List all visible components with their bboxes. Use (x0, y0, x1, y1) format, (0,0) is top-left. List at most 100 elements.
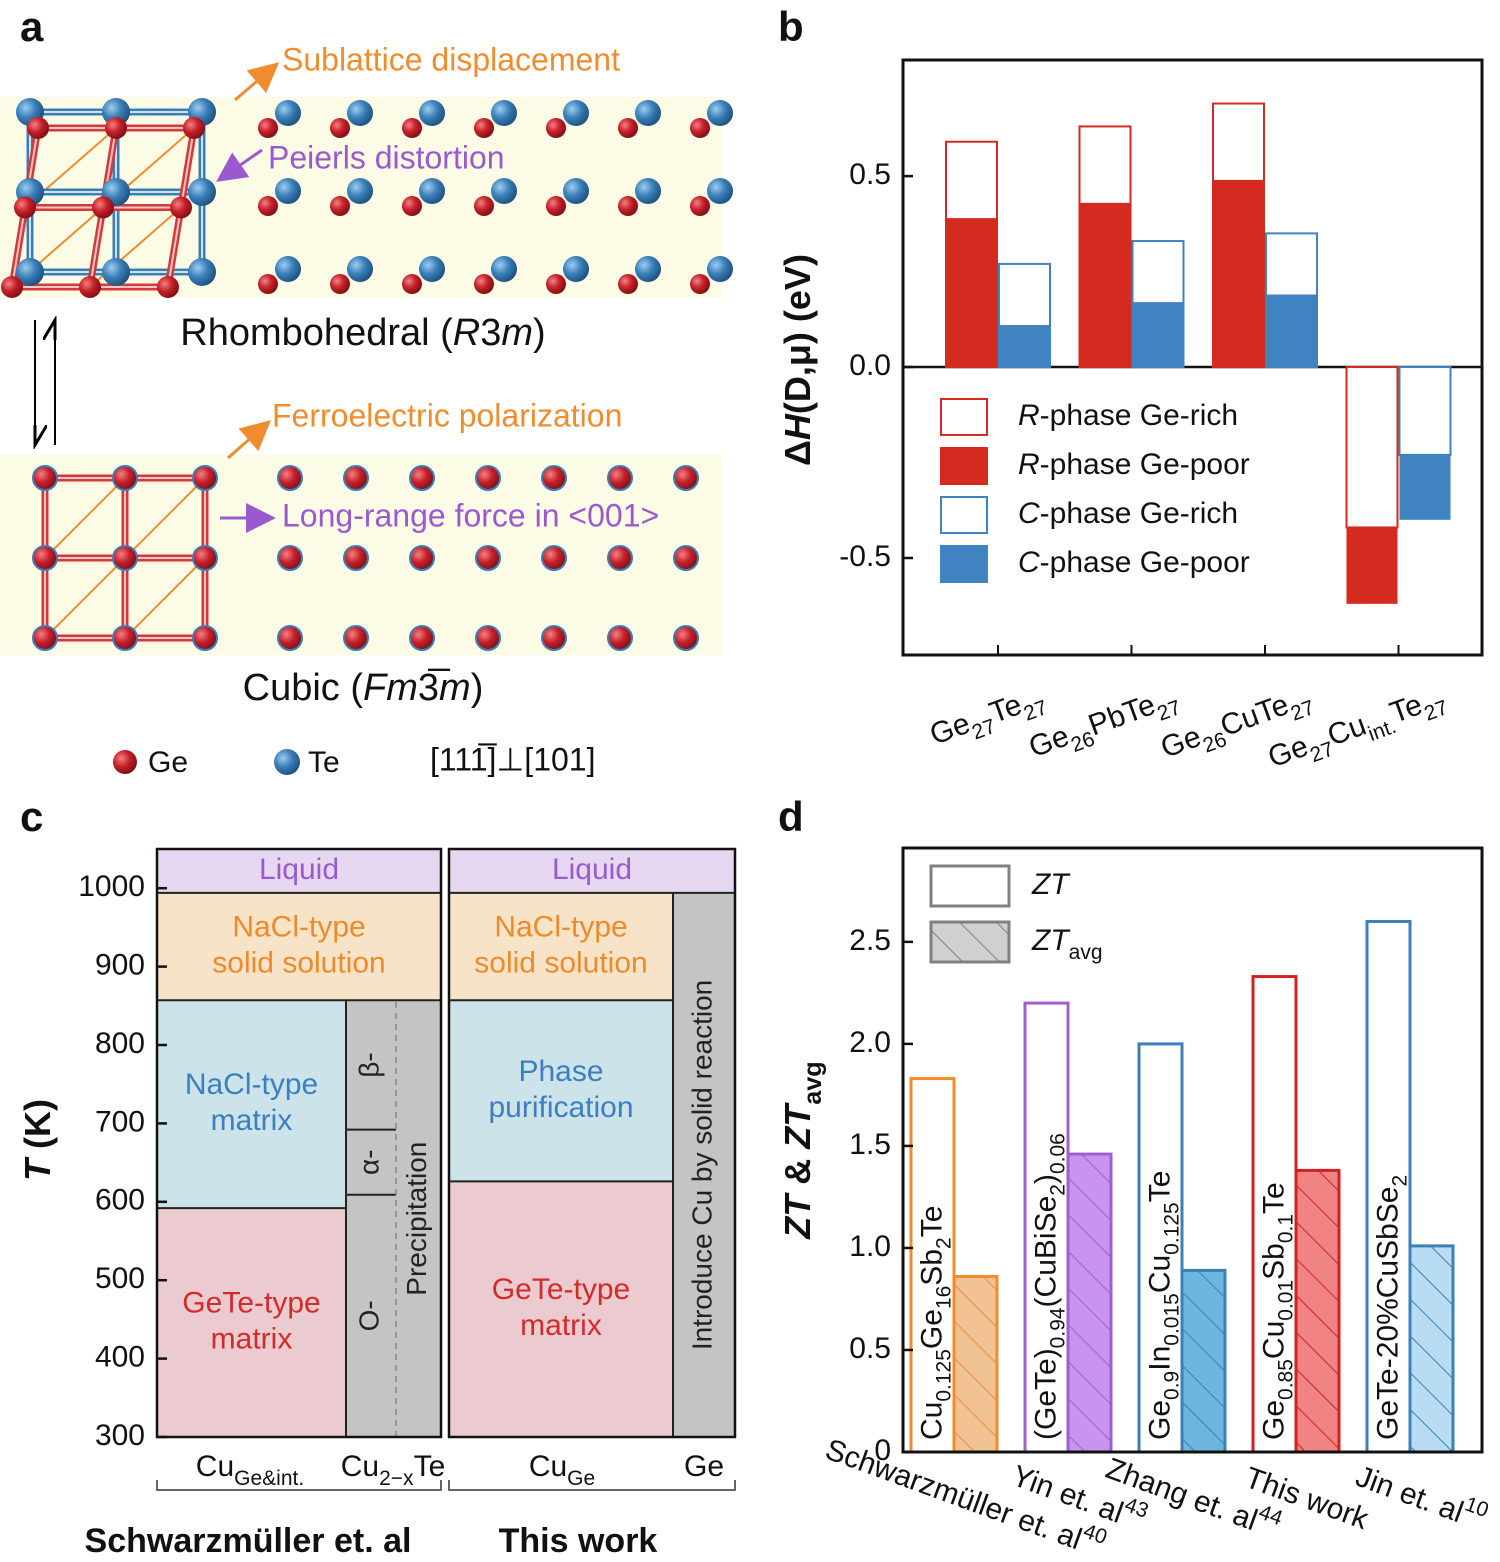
bar (1066, 1152, 1113, 1454)
y-tick-label: -0.5 (839, 540, 891, 573)
atom (343, 625, 369, 651)
atom (673, 465, 699, 491)
text-part: Δ (777, 440, 818, 466)
lattice-bond (11, 207, 26, 288)
text-part: 3 (480, 312, 501, 354)
lattice-bond (167, 207, 182, 288)
text-part: -phase Ge-rich (1040, 497, 1238, 530)
atom (563, 100, 589, 126)
text-part: Ge (1143, 1400, 1176, 1440)
text-part: Te (915, 1206, 948, 1238)
y-tick-label: 1.0 (849, 1230, 891, 1263)
atom (112, 545, 138, 571)
text-part: m (439, 667, 471, 709)
atom (275, 100, 301, 126)
phase-region (449, 892, 673, 1001)
text-part: ) (471, 667, 484, 709)
y-tick-label: 400 (95, 1341, 145, 1374)
atom (402, 118, 422, 138)
text-part: R (1018, 399, 1040, 432)
legend-label: R-phase Ge-poor (1018, 448, 1250, 481)
region-label: O- (353, 1300, 384, 1331)
atom (475, 625, 501, 651)
text-part: Ge (926, 707, 975, 752)
bar (1079, 202, 1131, 368)
region-label: GeTe-type (492, 1273, 630, 1306)
region-label: Precipitation (401, 1142, 432, 1296)
group-label: Schwarzmüller et. al (85, 1522, 412, 1560)
atom (635, 100, 661, 126)
legend-label: ZTavg (1031, 924, 1103, 964)
atom (491, 100, 517, 126)
text-part: 0.125 (1161, 1202, 1184, 1255)
y-tick-label: 300 (95, 1419, 145, 1452)
text-part: -phase Ge-poor (1040, 448, 1250, 481)
text-part: (CuBiSe (1029, 1196, 1062, 1308)
atom (607, 625, 633, 651)
text-part: Cu (529, 1450, 567, 1483)
legend-swatch (940, 545, 988, 583)
atom (474, 196, 494, 216)
diagonal (44, 477, 126, 559)
text-part: 0.06 (1047, 1133, 1070, 1174)
atom (419, 100, 445, 126)
atom (112, 625, 138, 651)
atom (690, 196, 710, 216)
phase-name: Cubic (Fm3̅m) (243, 667, 484, 709)
atom (618, 118, 638, 138)
atom (707, 256, 733, 282)
region-label: α- (353, 1149, 384, 1175)
atom (541, 545, 567, 571)
bar-annotation: Cu0.125Ge16Sb2Te (915, 1206, 955, 1440)
atom (409, 545, 435, 571)
atom (343, 465, 369, 491)
text-part: H (777, 413, 818, 440)
text-part: (GeTe) (1029, 1348, 1062, 1440)
phase-name: Rhombohedral (R3m) (180, 312, 545, 354)
phase-region (396, 1000, 441, 1437)
region-label: NaCl-type (185, 1068, 318, 1101)
atom (419, 178, 445, 204)
atom (330, 274, 350, 294)
arrow (216, 148, 263, 182)
atom (274, 749, 300, 775)
x-tick-label: Ge27Cuint.Te27 (1264, 680, 1451, 781)
legend-swatch (940, 398, 988, 436)
atom (618, 196, 638, 216)
text-part: 0.1 (1275, 1214, 1298, 1243)
legend-swatch (929, 920, 1011, 964)
atom (92, 196, 114, 219)
atom (475, 465, 501, 491)
region-label: purification (488, 1091, 633, 1124)
text-part: Ge (684, 1450, 724, 1483)
atom (607, 545, 633, 571)
text-part: 0.015 (1161, 1293, 1184, 1346)
panel-label: b (778, 3, 804, 50)
x-tick-label: Jin et. al10 (1351, 1454, 1491, 1537)
text-part: Sb (915, 1249, 948, 1286)
atom (673, 545, 699, 571)
panel-label: d (778, 793, 804, 840)
y-tick-label: 700 (95, 1105, 145, 1138)
text-part: Cu (1143, 1255, 1176, 1293)
text-part: T (17, 1156, 58, 1181)
atom (607, 465, 633, 491)
text-part: avg (799, 1061, 827, 1104)
atom (546, 196, 566, 216)
text-part: Rhombohedral ( (180, 312, 453, 354)
text-part: (K) (17, 1099, 58, 1159)
phase-region (449, 1000, 673, 1182)
annotation: Ferroelectric polarization (272, 397, 622, 433)
text-part: 27 (1154, 696, 1184, 726)
bar-annotation: Ge0.9In0.015Cu0.125Te (1143, 1171, 1183, 1440)
text-part: Sb (1257, 1243, 1290, 1280)
bar (1345, 366, 1399, 529)
atom (673, 625, 699, 651)
atom (541, 465, 567, 491)
text-part: 0.125 (933, 1349, 956, 1402)
y-tick-label: 0.5 (849, 1332, 891, 1365)
text-part: 0.85 (1275, 1359, 1298, 1400)
atom (192, 465, 218, 491)
atom (192, 545, 218, 571)
